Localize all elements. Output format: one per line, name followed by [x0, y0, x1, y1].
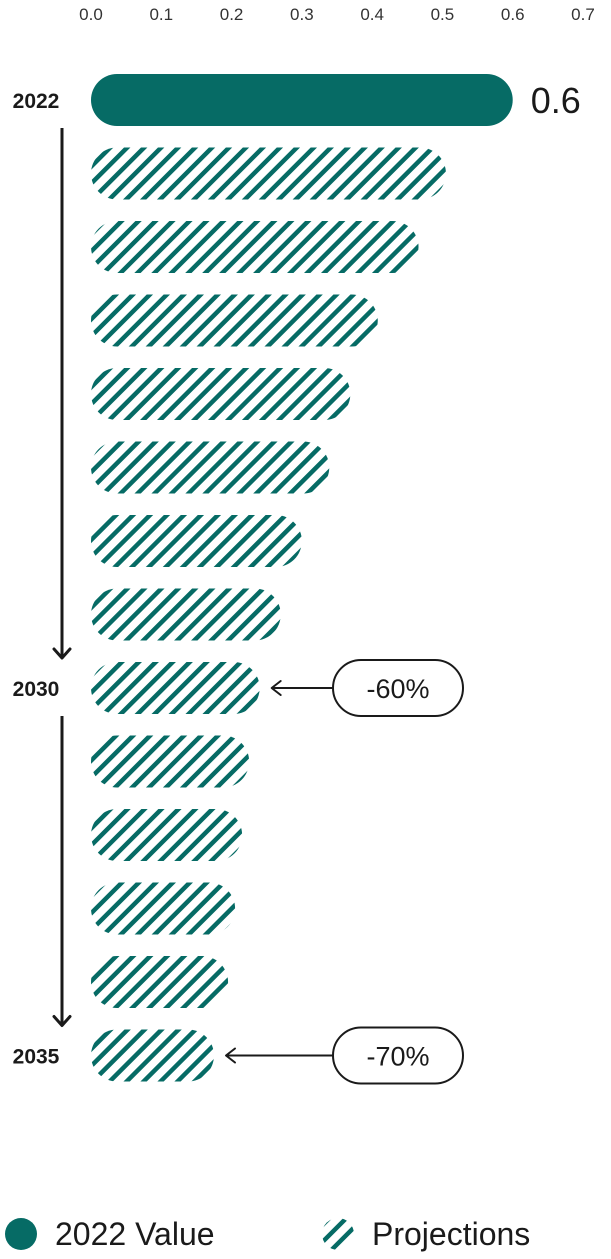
bar-projection	[91, 368, 351, 420]
x-tick-label: 0.7	[571, 5, 595, 24]
bar-projection	[91, 809, 243, 861]
arrow-left-icon	[225, 1047, 236, 1064]
arrow-down-icon	[52, 1015, 72, 1027]
callout-text: -60%	[366, 674, 429, 704]
callout-pill	[332, 659, 464, 717]
bar-projection	[91, 441, 330, 494]
legend: 2022 Value Projections	[5, 1216, 530, 1252]
year-label: 2022	[13, 90, 60, 113]
bar-projection	[91, 1029, 214, 1082]
x-tick-label: 0.3	[290, 5, 314, 24]
callout-pill	[332, 1026, 464, 1085]
x-tick-label: 0.0	[79, 5, 103, 24]
callout: -70%	[225, 1026, 464, 1085]
arrow-left-icon	[270, 680, 282, 696]
year-label: 2035	[13, 1046, 60, 1069]
x-tick-label: 0.1	[149, 5, 173, 24]
x-axis-ticks: 0.0 0.1 0.2 0.3 0.4 0.5 0.6 0.7	[79, 5, 595, 24]
callout: -60%	[270, 659, 464, 717]
bar-projection	[91, 147, 446, 200]
year-labels: 2022 2030 2035	[13, 90, 60, 1069]
callouts: -60% -70%	[225, 659, 464, 1085]
year-label: 2030	[13, 678, 60, 701]
bar-projection	[91, 221, 419, 273]
bar-projection	[91, 882, 236, 935]
callout-text: -70%	[366, 1042, 429, 1072]
bar-projection	[91, 662, 260, 714]
bar-projection	[91, 956, 229, 1008]
x-tick-label: 0.2	[220, 5, 244, 24]
data-label: 0.6	[531, 80, 581, 121]
x-tick-label: 0.4	[360, 5, 384, 24]
legend-label: Projections	[372, 1216, 530, 1252]
solid-circle-icon	[5, 1218, 37, 1250]
bar-projection	[91, 735, 250, 788]
bar-projection	[91, 515, 302, 567]
bar-projection	[91, 294, 378, 347]
bar-projection	[91, 588, 281, 641]
arrow-down-icon	[52, 647, 72, 660]
hatched-circle-icon	[322, 1218, 354, 1250]
bar-2022-value	[91, 74, 513, 126]
bars: 0.6	[91, 74, 581, 1082]
legend-label: 2022 Value	[55, 1216, 215, 1252]
timeline-arrows	[52, 128, 72, 1027]
x-tick-label: 0.6	[501, 5, 525, 24]
x-tick-label: 0.5	[431, 5, 455, 24]
